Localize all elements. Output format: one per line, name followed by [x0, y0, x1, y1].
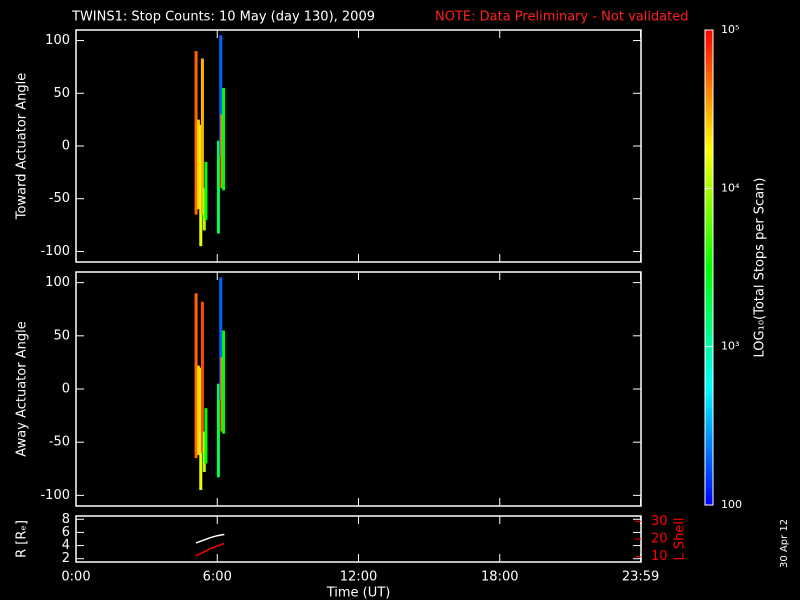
note: NOTE: Data Preliminary - Not validated — [435, 10, 689, 25]
stop-count-strip — [199, 124, 203, 247]
y-tick-label: 0 — [62, 139, 70, 154]
y2-tick-label: 20 — [651, 532, 668, 547]
y-axis-label: R [Rₑ] — [15, 520, 30, 558]
y-tick-label: 4 — [62, 538, 70, 553]
y-tick-label: -100 — [40, 488, 70, 503]
stop-count-strip — [216, 140, 220, 234]
stop-count-strip — [194, 51, 198, 215]
colorbar-tick-label: 100 — [721, 498, 742, 511]
x-tick-label: 12:00 — [340, 570, 377, 585]
stop-count-strip — [196, 365, 200, 455]
y-tick-label: 2 — [62, 551, 70, 566]
x-tick-label: 18:00 — [481, 570, 518, 585]
stop-count-strip — [219, 277, 223, 400]
date-stamp: 30 Apr 12 — [779, 519, 790, 568]
ephemeris-line — [195, 533, 225, 544]
y-tick-label: 0 — [62, 382, 70, 397]
stop-count-strip — [200, 301, 204, 453]
y2-tick-label: 10 — [651, 549, 668, 564]
y-tick-label: 6 — [62, 525, 70, 540]
y-tick-label: -50 — [49, 191, 70, 206]
x-axis-label: Time (UT) — [326, 586, 391, 600]
stop-count-strip — [202, 188, 206, 231]
y-tick-label: 8 — [62, 512, 70, 527]
stop-count-strip — [204, 161, 208, 220]
stop-count-strip — [204, 408, 208, 464]
ephemeris-line — [195, 542, 225, 557]
y-tick-label: -100 — [40, 244, 70, 259]
colorbar-label: LOG₁₀(Total Stops per Scan) — [753, 178, 768, 358]
y2-axis-label: L Shell — [673, 517, 688, 560]
y-tick-label: 100 — [45, 275, 70, 290]
stop-count-strip — [202, 431, 206, 472]
x-tick-label: 23:59 — [622, 570, 659, 585]
stop-count-strip — [222, 88, 226, 191]
y2-tick-label: 30 — [651, 514, 668, 529]
y-axis-label: Away Actuator Angle — [15, 321, 30, 456]
y-tick-label: 50 — [53, 328, 70, 343]
y-tick-label: 100 — [45, 33, 70, 48]
colorbar-tick-label: 10⁵ — [721, 23, 739, 36]
colorbar-tick-label: 10⁴ — [721, 181, 740, 194]
stop-count-strip — [216, 383, 220, 478]
colorbar-tick-label: 10³ — [721, 340, 739, 353]
x-tick-label: 0:00 — [61, 570, 90, 585]
stop-count-strip — [199, 367, 203, 491]
stop-count-strip — [220, 114, 224, 189]
y-tick-label: 50 — [53, 86, 70, 101]
stop-count-strip — [220, 357, 224, 432]
colorbar — [704, 29, 714, 506]
stop-count-strip — [219, 35, 223, 157]
stop-count-strip — [194, 293, 198, 459]
y-tick-label: -50 — [49, 435, 70, 450]
y-axis-label: Toward Actuator Angle — [15, 73, 30, 220]
stop-count-strip — [222, 330, 226, 434]
stop-count-strip — [200, 58, 204, 215]
chart-title: TWINS1: Stop Counts: 10 May (day 130), 2… — [71, 10, 375, 25]
x-tick-label: 6:00 — [203, 570, 232, 585]
stop-count-strip — [196, 119, 200, 210]
